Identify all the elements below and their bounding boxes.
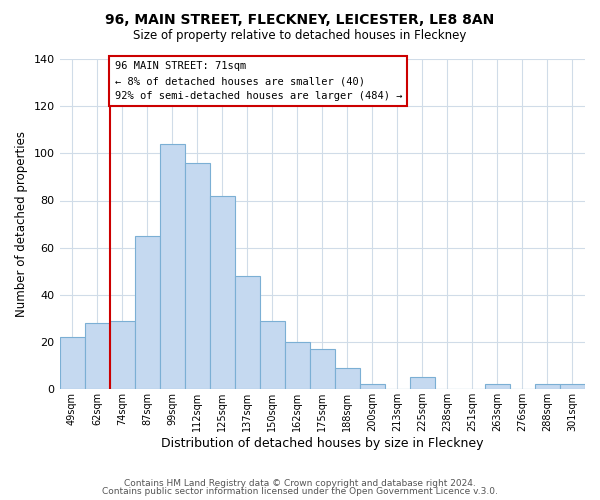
X-axis label: Distribution of detached houses by size in Fleckney: Distribution of detached houses by size … (161, 437, 484, 450)
Text: Size of property relative to detached houses in Fleckney: Size of property relative to detached ho… (133, 29, 467, 42)
Text: 96 MAIN STREET: 71sqm
← 8% of detached houses are smaller (40)
92% of semi-detac: 96 MAIN STREET: 71sqm ← 8% of detached h… (115, 62, 402, 101)
Bar (235, 276, 260, 389)
Bar (360, 384, 385, 389)
Bar (110, 321, 134, 389)
Bar (410, 378, 435, 389)
Bar (260, 321, 285, 389)
Bar (485, 384, 510, 389)
Bar (310, 349, 335, 389)
Bar (134, 236, 160, 389)
Bar (185, 163, 209, 389)
Bar (85, 323, 110, 389)
Y-axis label: Number of detached properties: Number of detached properties (15, 131, 28, 317)
Bar (335, 368, 360, 389)
Bar (209, 196, 235, 389)
Bar (285, 342, 310, 389)
Bar (560, 384, 585, 389)
Text: Contains HM Land Registry data © Crown copyright and database right 2024.: Contains HM Land Registry data © Crown c… (124, 478, 476, 488)
Bar (535, 384, 560, 389)
Text: Contains public sector information licensed under the Open Government Licence v.: Contains public sector information licen… (102, 487, 498, 496)
Bar (59, 338, 85, 389)
Bar (160, 144, 185, 389)
Text: 96, MAIN STREET, FLECKNEY, LEICESTER, LE8 8AN: 96, MAIN STREET, FLECKNEY, LEICESTER, LE… (106, 12, 494, 26)
